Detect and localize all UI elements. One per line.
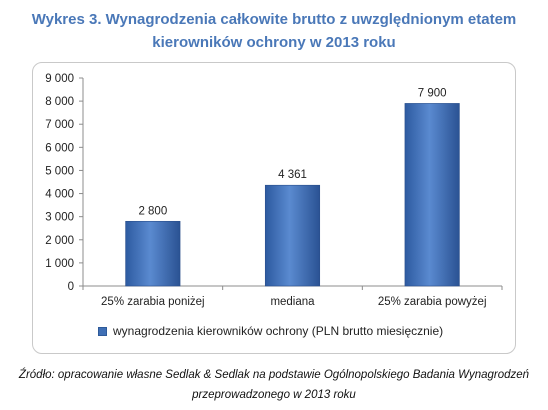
x-tick-label: mediana — [270, 296, 315, 308]
bar-value-label: 7 900 — [418, 87, 447, 99]
bar-value-label: 2 800 — [138, 205, 167, 217]
legend-swatch — [98, 326, 107, 336]
y-tick-label: 1 000 — [45, 258, 74, 270]
bar — [264, 184, 321, 287]
chart-title-line-1: Wykres 3. Wynagrodzenia całkowite brutto… — [31, 11, 517, 28]
chart-title-line-2: kierowników ochrony w 2013 roku — [152, 34, 396, 51]
y-tick-label: 5 000 — [45, 165, 74, 177]
source-line-1: Źródło: opracowanie własne Sedlak & Sedl… — [18, 369, 530, 381]
y-tick-label: 7 000 — [45, 119, 74, 131]
bar-value-label: 4 361 — [278, 169, 307, 181]
y-tick-label: 6 000 — [45, 142, 74, 154]
y-tick-label: 3 000 — [45, 212, 74, 224]
source-note: Źródło: opracowanie własne Sedlak & Sedl… — [0, 365, 548, 405]
legend-label: wynagrodzenia kierowników ochrony (PLN b… — [113, 324, 444, 338]
x-tick-label: 25% zarabia powyżej — [378, 296, 487, 308]
source-line-2: przeprowadzonego w 2013 roku — [192, 389, 356, 401]
y-tick-label: 2 000 — [45, 235, 74, 247]
x-tick-label: 25% zarabia poniżej — [101, 296, 205, 308]
y-tick-label: 0 — [68, 281, 74, 293]
y-tick-label: 9 000 — [45, 73, 74, 85]
chart-title: Wykres 3. Wynagrodzenia całkowite brutto… — [0, 8, 548, 54]
y-tick-label: 8 000 — [45, 96, 74, 108]
y-tick-label: 4 000 — [45, 189, 74, 201]
bar — [404, 103, 460, 287]
chart-legend: wynagrodzenia kierowników ochrony (PLN b… — [98, 324, 443, 338]
bar — [125, 220, 181, 287]
